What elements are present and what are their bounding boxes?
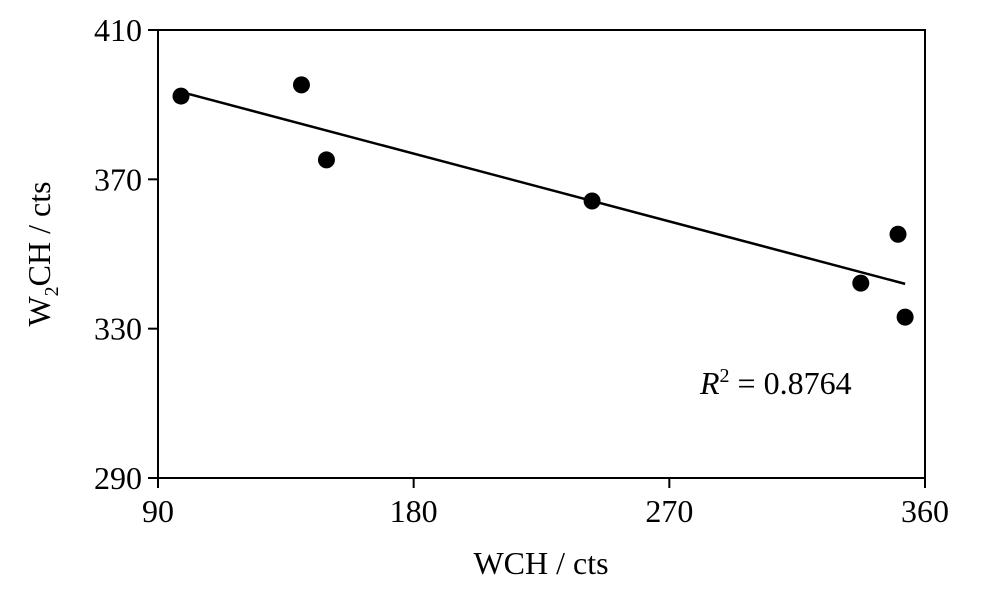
- x-axis-label: WCH / cts: [473, 545, 608, 581]
- y-tick-label: 370: [94, 161, 142, 197]
- data-point: [172, 87, 190, 105]
- plot-frame: [157, 29, 926, 479]
- data-point: [317, 151, 335, 169]
- trendline: [180, 90, 906, 286]
- data-point: [292, 76, 310, 94]
- data-point: [889, 225, 907, 243]
- data-point: [583, 192, 601, 210]
- x-tick-label: 270: [645, 493, 693, 529]
- y-tick-label: 410: [94, 12, 142, 48]
- data-point: [896, 308, 914, 326]
- y-tick-label: 290: [94, 460, 142, 496]
- x-tick-label: 180: [390, 493, 438, 529]
- y-axis-label: W2CH / cts: [21, 181, 63, 326]
- y-tick-label: 330: [94, 311, 142, 347]
- x-tick-label: 90: [142, 493, 174, 529]
- data-point: [852, 274, 870, 292]
- x-tick-label: 360: [901, 493, 949, 529]
- r-squared-annotation: R2 = 0.8764: [699, 365, 852, 401]
